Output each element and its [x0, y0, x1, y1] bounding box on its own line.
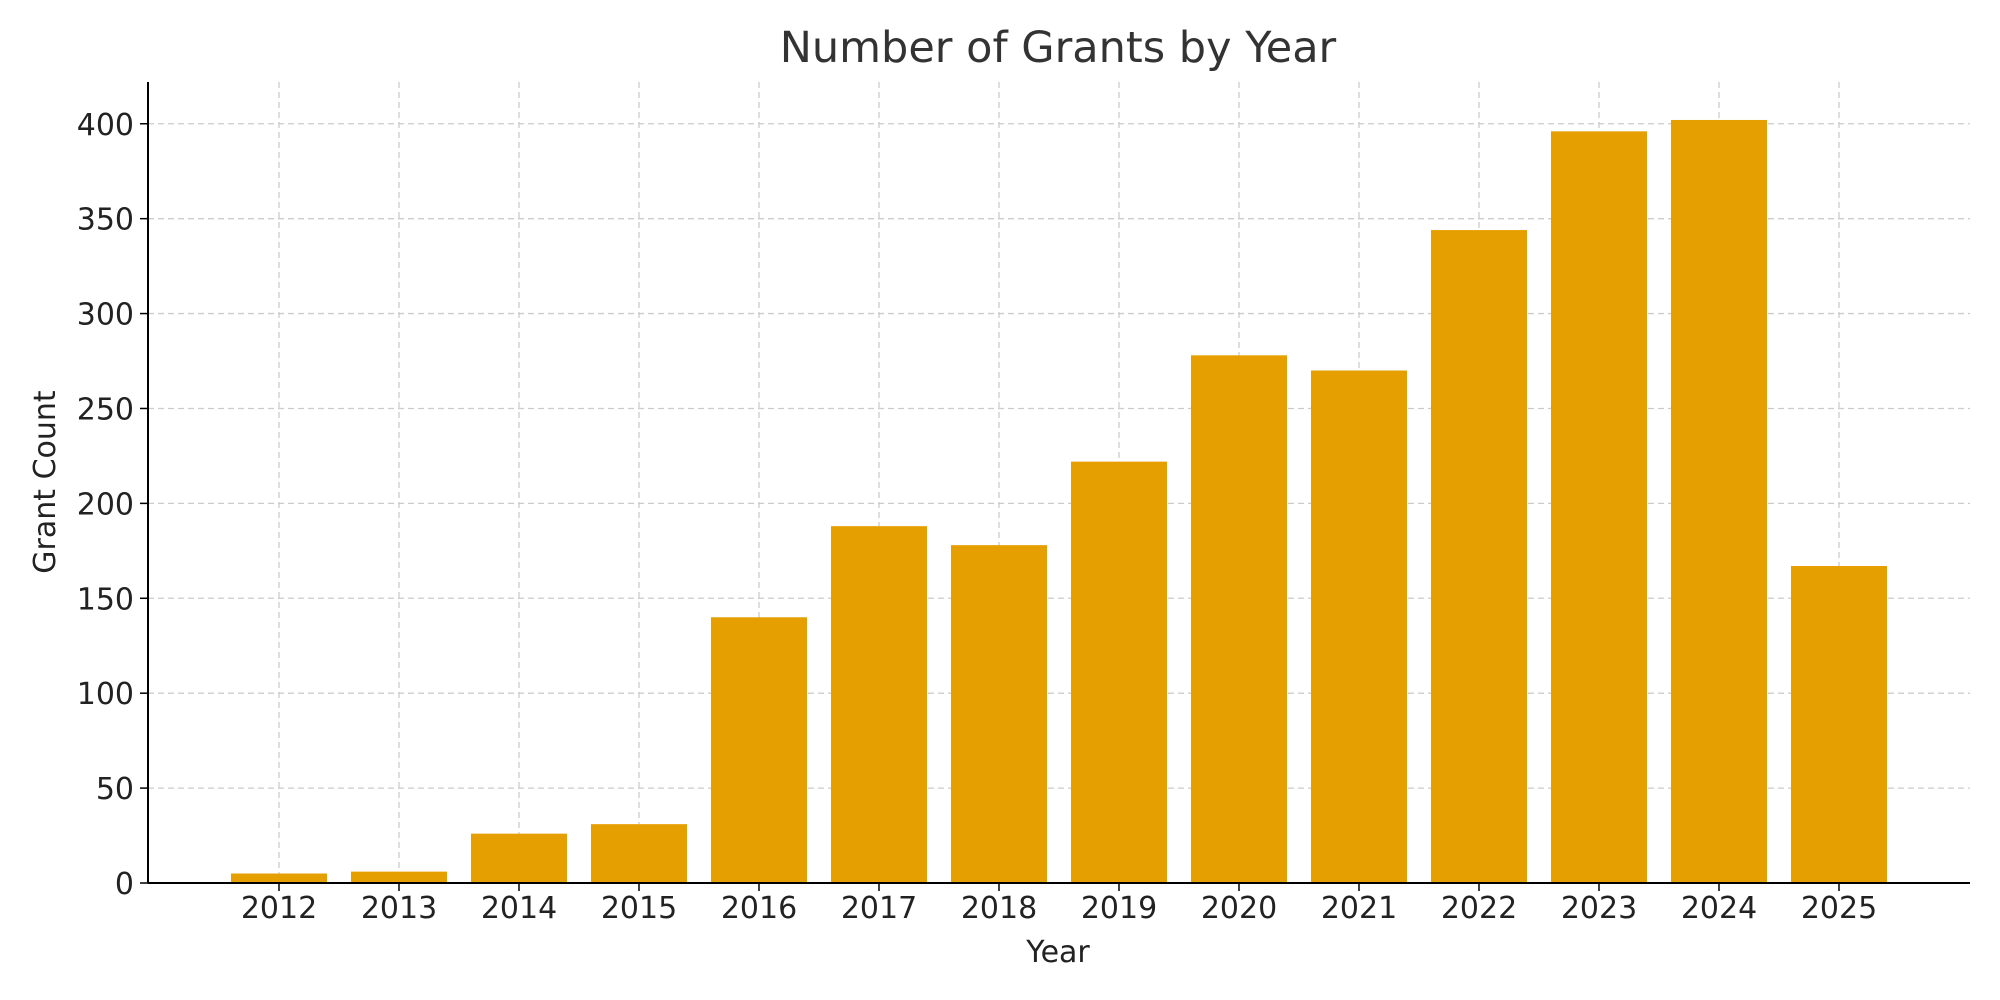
axes-layer: [147, 82, 1970, 884]
x-tick-label: 2012: [241, 891, 317, 926]
y-tick-label: 250: [77, 392, 134, 427]
y-axis-title: Grant Count: [28, 390, 63, 574]
bar-2013: [351, 871, 447, 883]
x-axis-title: Year: [1025, 935, 1090, 970]
bar-2017: [831, 526, 927, 883]
y-tick-label: 400: [77, 108, 134, 143]
bar-2019: [1071, 461, 1167, 883]
y-tick-label: 0: [115, 867, 134, 902]
bar-2020: [1191, 355, 1287, 883]
x-tick-label: 2013: [361, 891, 437, 926]
bars-layer: [231, 119, 1887, 884]
bar-2016: [711, 617, 807, 883]
bar-2023: [1551, 131, 1647, 883]
bar-2012: [231, 873, 327, 883]
y-tick-label: 100: [77, 677, 134, 712]
ticks-layer: 0 50 100 150 200 250 300 350 400 2012 2013 2014 2015…: [77, 108, 1877, 926]
y-tick-label: 300: [77, 298, 134, 333]
y-tick-label: 50: [96, 772, 134, 807]
y-tick-label: 350: [77, 203, 134, 238]
bar-2021: [1311, 370, 1407, 883]
y-tick-label: 150: [77, 582, 134, 617]
chart-title: Number of Grants by Year: [780, 23, 1337, 73]
bar-2025: [1791, 566, 1887, 883]
bar-2024: [1671, 119, 1767, 883]
x-tick-label: 2020: [1201, 891, 1277, 926]
x-tick-label: 2024: [1681, 891, 1757, 926]
x-tick-label: 2022: [1441, 891, 1517, 926]
x-tick-label: 2021: [1321, 891, 1397, 926]
bar-2018: [951, 545, 1047, 883]
x-tick-label: 2017: [841, 891, 917, 926]
x-tick-label: 2016: [721, 891, 797, 926]
bar-2014: [471, 833, 567, 883]
x-tick-label: 2019: [1081, 891, 1157, 926]
x-tick-label: 2014: [481, 891, 557, 926]
x-tick-label: 2023: [1561, 891, 1637, 926]
bar-2022: [1431, 230, 1527, 884]
y-tick-label: 200: [77, 487, 134, 522]
x-tick-label: 2015: [601, 891, 677, 926]
bar-2015: [591, 824, 687, 883]
x-tick-label: 2025: [1801, 891, 1877, 926]
x-tick-label: 2018: [961, 891, 1037, 926]
